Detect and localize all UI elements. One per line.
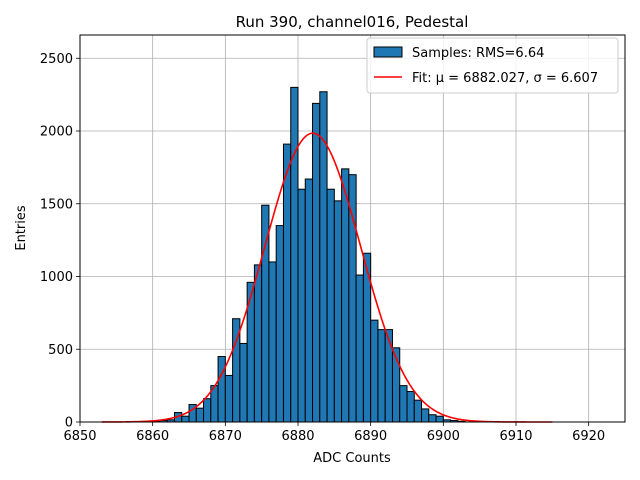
x-tick-label: 6870 — [209, 429, 242, 444]
histogram-bar — [348, 174, 357, 423]
y-tick-label: 1500 — [40, 197, 73, 212]
x-tick-label: 6910 — [499, 429, 532, 444]
y-tick-label: 2000 — [40, 125, 73, 140]
histogram-bar — [421, 408, 430, 423]
histogram-bar — [224, 374, 234, 423]
histogram-bar — [181, 415, 190, 423]
legend-fit-label: Fit: μ = 6882.027, σ = 6.607 — [412, 71, 598, 86]
x-tick-label: 6900 — [427, 429, 460, 444]
chart-title: Run 390, channel016, Pedestal — [236, 13, 469, 31]
y-tick-label: 1000 — [40, 270, 73, 285]
x-tick-label: 6880 — [281, 429, 314, 444]
histogram-bar — [312, 102, 321, 423]
axis-ticks: 6850 6860 6870 6880 6890 6900 6910 6920 0 500 1000… — [40, 52, 605, 444]
y-tick-label: 2500 — [40, 52, 73, 67]
histogram-bar — [355, 274, 364, 423]
legend: Samples: RMS=6.64 Fit: μ = 6882.027, σ =… — [366, 37, 619, 94]
y-tick-label: 0 — [65, 416, 73, 431]
y-axis-title: Entries — [14, 205, 29, 251]
histogram-bar — [435, 415, 444, 423]
histogram-bar — [282, 143, 292, 423]
fit-curve-group — [101, 132, 553, 423]
histogram-bar — [333, 200, 343, 423]
x-tick-label: 6850 — [63, 429, 96, 444]
histogram-bar — [406, 390, 415, 423]
histogram-bar — [370, 319, 379, 423]
x-tick-label: 6860 — [136, 429, 169, 444]
histogram-bar — [290, 86, 299, 423]
histogram-bar — [326, 188, 335, 423]
histogram-bar — [341, 168, 350, 423]
x-tick-label: 6920 — [572, 429, 605, 444]
histogram-bar — [304, 178, 314, 423]
legend-box — [366, 37, 619, 94]
legend-histogram-swatch — [373, 46, 403, 58]
x-axis-title: ADC Counts — [313, 451, 391, 466]
histogram-bar — [239, 342, 248, 423]
histogram-bar — [195, 407, 205, 423]
histogram-bar — [413, 399, 423, 423]
histogram-bar — [399, 385, 408, 423]
histogram-bar — [297, 188, 306, 423]
histogram-bar — [377, 329, 386, 423]
gaussian-fit-curve — [101, 132, 553, 423]
plot-frame — [79, 34, 626, 423]
histogram-bar — [275, 225, 284, 423]
histogram-bar — [217, 356, 226, 423]
legend-histogram-label: Samples: RMS=6.64 — [412, 46, 544, 61]
histogram-bar — [268, 261, 277, 423]
y-tick-label: 500 — [48, 343, 73, 358]
histogram-bar — [428, 414, 437, 423]
histogram-bar — [384, 329, 393, 423]
histogram-bar — [203, 398, 212, 423]
histogram-bar — [253, 264, 263, 423]
x-tick-label: 6890 — [354, 429, 387, 444]
